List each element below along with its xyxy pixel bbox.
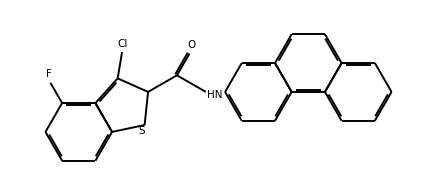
Text: O: O xyxy=(187,40,195,50)
Text: F: F xyxy=(46,69,52,79)
Text: Cl: Cl xyxy=(118,39,128,49)
Text: S: S xyxy=(139,126,145,136)
Text: HN: HN xyxy=(207,90,222,99)
